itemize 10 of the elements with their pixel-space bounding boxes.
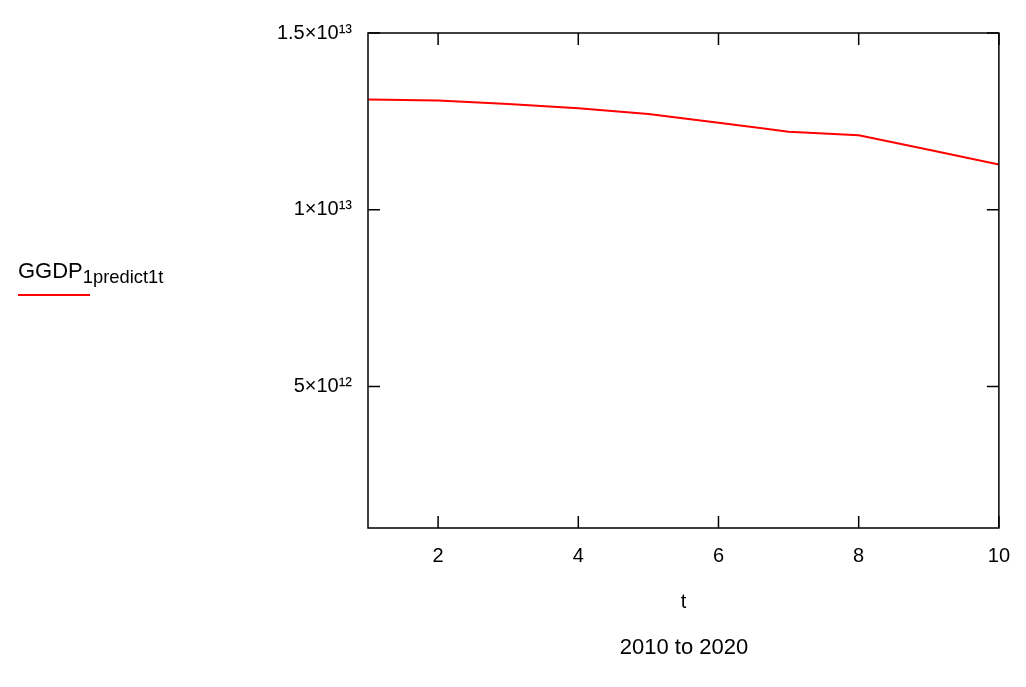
y-tick-label: 1×10¹³ — [293, 197, 353, 220]
x-tick-label: 10 — [987, 543, 1010, 566]
x-tick-label: 4 — [572, 543, 584, 566]
x-tick-label: 6 — [712, 543, 725, 566]
y-tick-label: 5×10¹² — [293, 374, 353, 397]
y-tick-label: 1.5×10¹³ — [276, 20, 353, 43]
x-tick-label: 8 — [853, 543, 865, 566]
text: 2010 to 2020 — [618, 634, 750, 660]
x-axis-title: t — [680, 589, 687, 612]
x-tick-label: 2 — [432, 543, 444, 566]
